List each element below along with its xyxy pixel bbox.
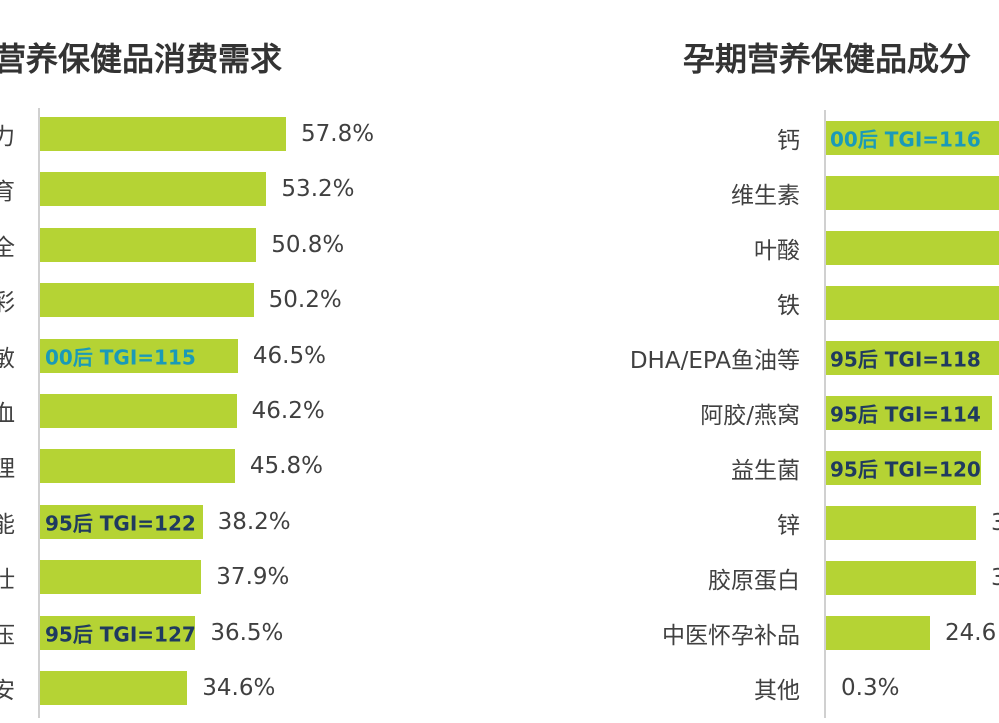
category-label: 中医怀孕补品: [662, 623, 800, 649]
tgi-annotation: 95后 TGI=127: [45, 622, 196, 647]
bar: [826, 396, 992, 430]
bar: [826, 286, 999, 320]
bar: [40, 615, 196, 650]
tgi-annotation: 00后 TGI=115: [45, 345, 196, 370]
value-label: 46.5%: [252, 342, 326, 369]
category-label: 血: [0, 401, 15, 427]
bar: [826, 506, 976, 540]
right-chart-title: 孕期营养保健品成分: [683, 40, 972, 78]
bar: [40, 504, 203, 539]
value-label: 3: [991, 510, 999, 536]
tgi-annotation: 00后 TGI=116: [830, 127, 981, 152]
bar: [826, 341, 999, 375]
bar: [40, 117, 286, 151]
category-label: 育: [0, 179, 15, 206]
right-chart-axis: [824, 110, 826, 718]
bar: [40, 338, 238, 373]
left-chart-axis: [38, 108, 40, 718]
value-label: 57.8%: [301, 121, 375, 147]
value-label: 50.8%: [271, 231, 345, 258]
bar: [826, 231, 999, 265]
category-label: 理: [0, 456, 15, 483]
bar: [40, 172, 267, 207]
category-label: 维生素: [731, 183, 800, 209]
category-label: 其他: [754, 678, 800, 704]
value-label: 38.2%: [217, 508, 291, 535]
bar: [826, 176, 999, 210]
category-label: 阿胶/燕窝: [700, 403, 800, 429]
bar: [826, 561, 976, 595]
category-label: 锌: [777, 513, 800, 539]
category-label: 压: [0, 622, 15, 649]
value-label: 3: [991, 565, 999, 591]
value-label: 34.6%: [202, 675, 276, 701]
category-label: 铁: [777, 293, 800, 319]
value-label: 36.5%: [210, 619, 284, 646]
value-label: 50.2%: [268, 287, 342, 314]
value-label: 24.6: [945, 620, 997, 646]
category-label: 全: [0, 234, 15, 261]
value-label: 0.3%: [841, 675, 900, 701]
bar: [40, 449, 235, 484]
bar: [826, 616, 930, 650]
bar: [40, 560, 202, 595]
category-label: 安: [0, 678, 15, 704]
bar: [40, 283, 254, 318]
bar: [826, 451, 981, 485]
tgi-annotation: 95后 TGI=122: [45, 511, 196, 536]
tgi-annotation: 95后 TGI=118: [830, 347, 981, 372]
category-label: 能: [0, 511, 15, 538]
category-label: 胶原蛋白: [708, 568, 800, 594]
value-label: 53.2%: [281, 176, 355, 203]
value-label: 45.8%: [249, 453, 323, 480]
tgi-annotation: 95后 TGI=120: [830, 457, 981, 482]
category-label: 叶酸: [754, 238, 800, 264]
bar: [826, 121, 999, 155]
category-label: 力: [0, 124, 15, 150]
value-label: 37.9%: [216, 564, 290, 591]
tgi-annotation: 95后 TGI=114: [830, 402, 981, 427]
category-label: 壮: [0, 567, 15, 594]
bar: [40, 394, 237, 428]
left-chart-title: 营养保健品消费需求: [0, 40, 283, 78]
category-label: 彩: [0, 290, 15, 317]
category-label: 益生菌: [731, 458, 800, 484]
bar: [40, 671, 188, 705]
category-label: 钙: [777, 128, 800, 154]
category-label: 敏: [0, 345, 15, 372]
bar: [40, 227, 257, 262]
value-label: 46.2%: [251, 398, 325, 424]
category-label: DHA/EPA鱼油等: [629, 348, 800, 374]
